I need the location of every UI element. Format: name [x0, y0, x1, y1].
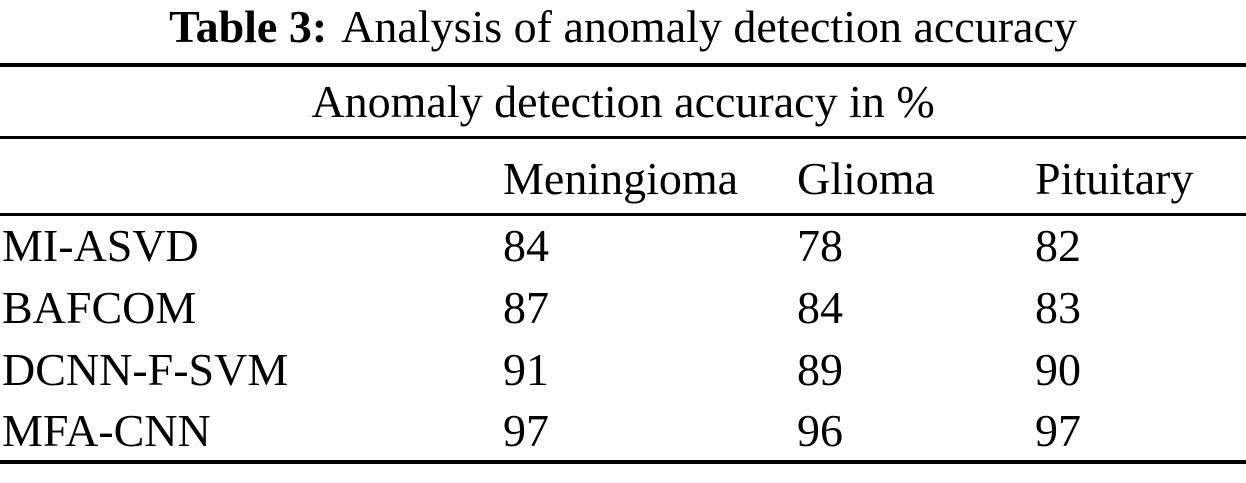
accuracy-cell: 91: [503, 343, 549, 395]
table-caption-text: Analysis of anomaly detection accuracy: [341, 1, 1077, 52]
table-caption-label: Table 3:: [169, 1, 328, 52]
span-header: Anomaly detection accuracy in %: [0, 65, 1246, 139]
method-name: MI-ASVD: [2, 220, 199, 272]
method-name: MFA-CNN: [2, 404, 211, 456]
accuracy-cell: 84: [797, 281, 843, 333]
accuracy-cell: 82: [1035, 220, 1081, 272]
method-name: DCNN-F-SVM: [2, 343, 289, 395]
method-name: BAFCOM: [2, 281, 197, 333]
column-header-pituitary: Pituitary: [1035, 137, 1246, 216]
accuracy-cell: 97: [1035, 404, 1081, 456]
accuracy-cell: 78: [797, 220, 843, 272]
table-caption: Table 3: Analysis of anomaly detection ac…: [0, 0, 1246, 63]
table-row: MFA-CNN 97 96 97: [0, 400, 1246, 462]
accuracy-cell: 87: [503, 281, 549, 333]
accuracy-cell: 89: [797, 343, 843, 395]
table-row: BAFCOM 87 84 83: [0, 276, 1246, 338]
column-header-meningioma: Meningioma: [503, 137, 797, 216]
table-row: MI-ASVD 84 78 82: [0, 214, 1246, 276]
column-header-glioma: Glioma: [797, 137, 1035, 216]
accuracy-cell: 84: [503, 220, 549, 272]
accuracy-cell: 96: [797, 404, 843, 456]
column-header-method: [0, 137, 503, 216]
column-header-row: Meningioma Glioma Pituitary: [0, 137, 1246, 216]
accuracy-table: Anomaly detection accuracy in % Meningio…: [0, 63, 1246, 464]
table-row: DCNN-F-SVM 91 89 90: [0, 338, 1246, 400]
span-header-row: Anomaly detection accuracy in %: [0, 65, 1246, 139]
accuracy-cell: 90: [1035, 343, 1081, 395]
accuracy-cell: 97: [503, 404, 549, 456]
accuracy-cell: 83: [1035, 281, 1081, 333]
